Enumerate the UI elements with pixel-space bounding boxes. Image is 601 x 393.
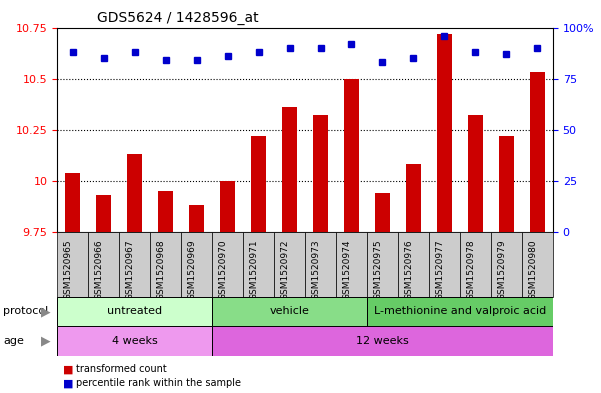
Text: GSM1520972: GSM1520972 (281, 240, 290, 300)
Bar (367, 232, 398, 297)
Text: 12 weeks: 12 weeks (356, 336, 409, 346)
Bar (119, 232, 150, 297)
Text: GDS5624 / 1428596_at: GDS5624 / 1428596_at (97, 11, 258, 25)
Text: GSM1520979: GSM1520979 (498, 240, 507, 300)
Text: GSM1520965: GSM1520965 (64, 240, 73, 300)
Bar (65, 173, 81, 232)
Text: GSM1520969: GSM1520969 (188, 240, 197, 300)
Bar (274, 232, 305, 297)
Bar (282, 107, 297, 232)
Text: GSM1520971: GSM1520971 (249, 240, 258, 300)
Bar (529, 72, 545, 232)
Bar (127, 154, 142, 232)
Bar (398, 232, 429, 297)
Bar (251, 136, 266, 232)
Text: GSM1520968: GSM1520968 (156, 240, 165, 300)
Bar (243, 232, 274, 297)
Bar (406, 164, 421, 232)
Text: transformed count: transformed count (76, 364, 167, 375)
Bar (88, 232, 119, 297)
Text: GSM1520974: GSM1520974 (343, 240, 352, 300)
Bar (336, 232, 367, 297)
Text: GSM1520977: GSM1520977 (436, 240, 445, 300)
Text: GSM1520976: GSM1520976 (404, 240, 413, 300)
Bar (57, 232, 88, 297)
Text: ■: ■ (63, 364, 73, 375)
Bar (429, 232, 460, 297)
Bar (150, 232, 181, 297)
Bar (522, 232, 553, 297)
Bar (468, 116, 483, 232)
Bar (212, 326, 553, 356)
Bar (305, 232, 336, 297)
Bar (313, 116, 328, 232)
Text: GSM1520975: GSM1520975 (373, 240, 382, 300)
Bar (344, 79, 359, 232)
Text: GSM1520980: GSM1520980 (528, 240, 537, 300)
Text: age: age (3, 336, 24, 346)
Text: GSM1520978: GSM1520978 (466, 240, 475, 300)
Text: untreated: untreated (107, 307, 162, 316)
Text: protocol: protocol (3, 307, 48, 316)
Text: vehicle: vehicle (270, 307, 310, 316)
Bar (181, 232, 212, 297)
Bar (57, 326, 212, 356)
Bar (158, 191, 173, 232)
Text: GSM1520967: GSM1520967 (126, 240, 135, 300)
Bar (491, 232, 522, 297)
Bar (437, 34, 452, 232)
Text: L-methionine and valproic acid: L-methionine and valproic acid (374, 307, 546, 316)
Text: GSM1520970: GSM1520970 (219, 240, 228, 300)
Text: ▶: ▶ (41, 334, 51, 347)
Text: GSM1520966: GSM1520966 (94, 240, 103, 300)
Bar (212, 232, 243, 297)
Bar (460, 232, 491, 297)
Text: GSM1520973: GSM1520973 (311, 240, 320, 300)
Bar (220, 181, 235, 232)
Bar (57, 297, 212, 326)
Text: percentile rank within the sample: percentile rank within the sample (76, 378, 242, 388)
Bar (212, 297, 367, 326)
Bar (499, 136, 514, 232)
Text: ■: ■ (63, 378, 73, 388)
Bar (96, 195, 111, 232)
Bar (189, 205, 204, 232)
Bar (375, 193, 390, 232)
Bar (367, 297, 553, 326)
Text: ▶: ▶ (41, 305, 51, 318)
Text: 4 weeks: 4 weeks (112, 336, 157, 346)
